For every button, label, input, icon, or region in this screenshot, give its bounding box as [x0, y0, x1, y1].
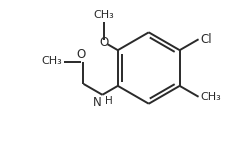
Text: CH₃: CH₃: [41, 56, 61, 66]
Text: CH₃: CH₃: [93, 10, 114, 20]
Text: O: O: [76, 48, 86, 61]
Text: H: H: [105, 96, 112, 106]
Text: N: N: [92, 96, 101, 109]
Text: CH₃: CH₃: [200, 92, 220, 102]
Text: Cl: Cl: [200, 33, 211, 46]
Text: O: O: [99, 36, 108, 49]
